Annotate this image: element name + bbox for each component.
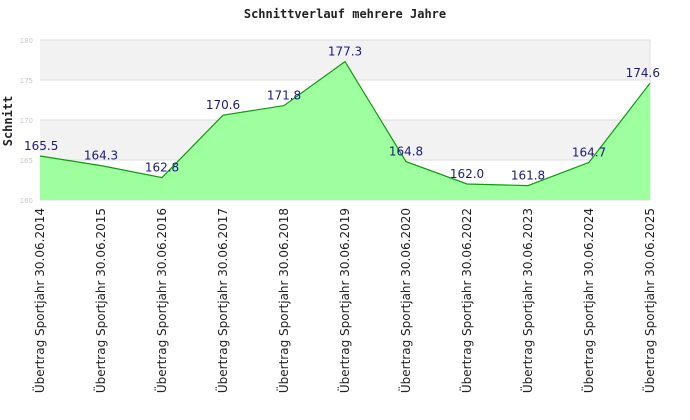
- x-tick-label: Übertrag Sportjahr 30.06.2016: [153, 208, 169, 393]
- y-tick-label: 170: [20, 117, 33, 125]
- data-label: 170.6: [206, 98, 240, 112]
- y-axis-label: Schnitt: [1, 96, 15, 147]
- x-tick-label: Übertrag Sportjahr 30.06.2014: [31, 208, 47, 393]
- y-tick-labels: 160 165 170 175 180: [20, 37, 33, 205]
- x-tick-labels: Übertrag Sportjahr 30.06.2014 Übertrag Sp…: [31, 208, 657, 393]
- data-label: 171.8: [267, 89, 301, 103]
- data-label: 164.3: [84, 149, 118, 163]
- data-labels: 165.5 164.3 162.8 170.6 171.8 177.3 164.8 162.0…: [24, 45, 660, 183]
- y-tick-label: 160: [20, 197, 33, 205]
- x-tick-label: Übertrag Sportjahr 30.06.2020: [397, 208, 413, 393]
- x-tick-label: Übertrag Sportjahr 30.06.2023: [519, 208, 535, 393]
- data-label: 164.8: [389, 145, 423, 159]
- chart-title: Schnittverlauf mehrere Jahre: [244, 7, 446, 21]
- area-layer: [39, 60, 651, 200]
- x-tick-label: Übertrag Sportjahr 30.06.2024: [580, 208, 596, 393]
- y-tick-label: 165: [20, 157, 33, 165]
- x-tick-label: Übertrag Sportjahr 30.06.2015: [92, 208, 108, 393]
- y-tick-label: 180: [20, 37, 33, 45]
- x-tick-label: Übertrag Sportjahr 30.06.2017: [214, 208, 230, 393]
- data-label: 162.8: [145, 161, 179, 175]
- series-line: [39, 60, 651, 187]
- data-label: 177.3: [328, 45, 362, 59]
- x-tick-label: Übertrag Sportjahr 30.06.2019: [336, 208, 352, 393]
- data-label: 174.6: [626, 66, 660, 80]
- x-tick-label: Übertrag Sportjahr 30.06.2018: [275, 208, 291, 393]
- data-label: 164.7: [572, 145, 606, 159]
- data-label: 165.5: [24, 139, 58, 153]
- data-label: 162.0: [450, 167, 484, 181]
- y-tick-label: 175: [20, 77, 33, 85]
- x-tick-label: Übertrag Sportjahr 30.06.2022: [458, 208, 474, 393]
- data-label: 161.8: [511, 169, 545, 183]
- x-tick-label: Übertrag Sportjahr 30.06.2025: [641, 208, 657, 393]
- area-fill: [40, 61, 650, 200]
